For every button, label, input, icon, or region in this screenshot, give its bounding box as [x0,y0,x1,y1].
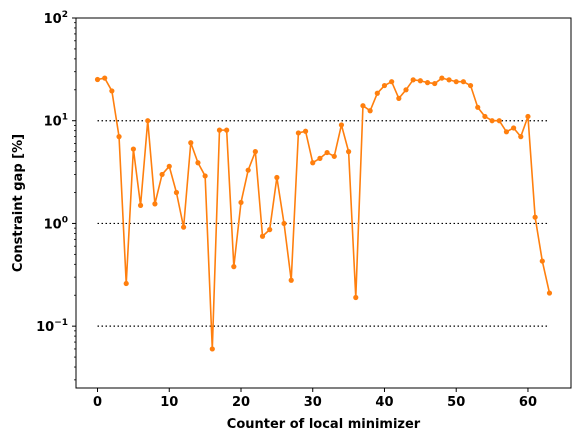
x-axis: 0 10 20 30 40 50 60 [93,388,537,410]
data-point [123,280,129,287]
data-point [389,79,395,85]
x-tick-label: 0 [93,395,102,410]
data-point [259,233,266,239]
y-tick-label: 101 [44,113,68,130]
data-point [324,149,330,156]
data-point [338,122,345,128]
data-point [188,140,194,146]
data-point [546,290,553,296]
data-point [116,134,122,140]
x-tick-label: 10 [160,395,178,410]
x-tick-label: 60 [519,395,537,410]
data-point [417,78,423,84]
data-point [511,125,517,131]
data-point [518,134,524,140]
data-point [295,130,301,136]
data-point [446,77,452,83]
reference-lines [97,120,550,327]
data-point [166,163,172,169]
x-tick-label: 30 [304,395,322,410]
data-point [360,103,366,109]
data-point [381,82,388,89]
data-point [195,160,201,166]
data-point [503,129,510,135]
data-point [489,118,495,124]
data-point [109,88,115,94]
data-point [482,113,488,120]
y-axis-label: Constraint gap [%] [11,134,26,272]
data-point [224,127,230,133]
data-point [353,294,359,301]
data-point [432,80,438,87]
data-point [281,220,287,227]
data-point [374,90,380,96]
x-tick-label: 50 [447,395,465,410]
y-tick-label: 102 [44,10,68,27]
data-point [288,277,294,283]
data-point [525,113,531,120]
data-point [238,199,244,206]
data-point [475,104,481,110]
data-point [310,160,316,166]
x-axis-label: Counter of local minimizer [227,417,421,432]
data-point [159,171,165,178]
data-point [130,146,136,152]
data-point [403,87,409,93]
data-point [331,153,337,159]
data-point [424,80,431,86]
data-point [231,264,237,270]
data-point [460,79,466,85]
series-line [97,77,551,350]
data-point [467,82,474,89]
data-point [267,227,273,233]
y-tick-label: 100 [44,215,68,232]
data-point [367,108,373,114]
data-point [137,202,144,208]
data-point [274,174,280,181]
y-tick-label: 10−1 [36,318,68,335]
data-point [346,149,352,155]
data-point [302,128,309,134]
series-layer [94,75,553,352]
data-point [94,76,101,83]
data-point [216,127,223,133]
data-point [152,201,158,207]
data-point [496,118,502,124]
data-point [439,75,445,81]
x-tick-label: 20 [232,395,250,410]
data-point [209,346,215,352]
data-point [102,75,108,81]
data-point [202,173,208,179]
data-point [145,118,151,124]
data-point [539,258,545,264]
data-point [317,155,323,161]
data-point [396,95,402,101]
data-point [410,77,416,83]
plot-frame [75,17,572,389]
y-axis: 10−1 100 101 102 [36,10,76,381]
data-point [252,149,258,155]
x-tick-label: 40 [375,395,393,410]
data-point [245,167,251,173]
data-point [173,189,180,196]
data-point [453,79,459,85]
data-point [532,214,538,220]
data-point [181,224,187,230]
